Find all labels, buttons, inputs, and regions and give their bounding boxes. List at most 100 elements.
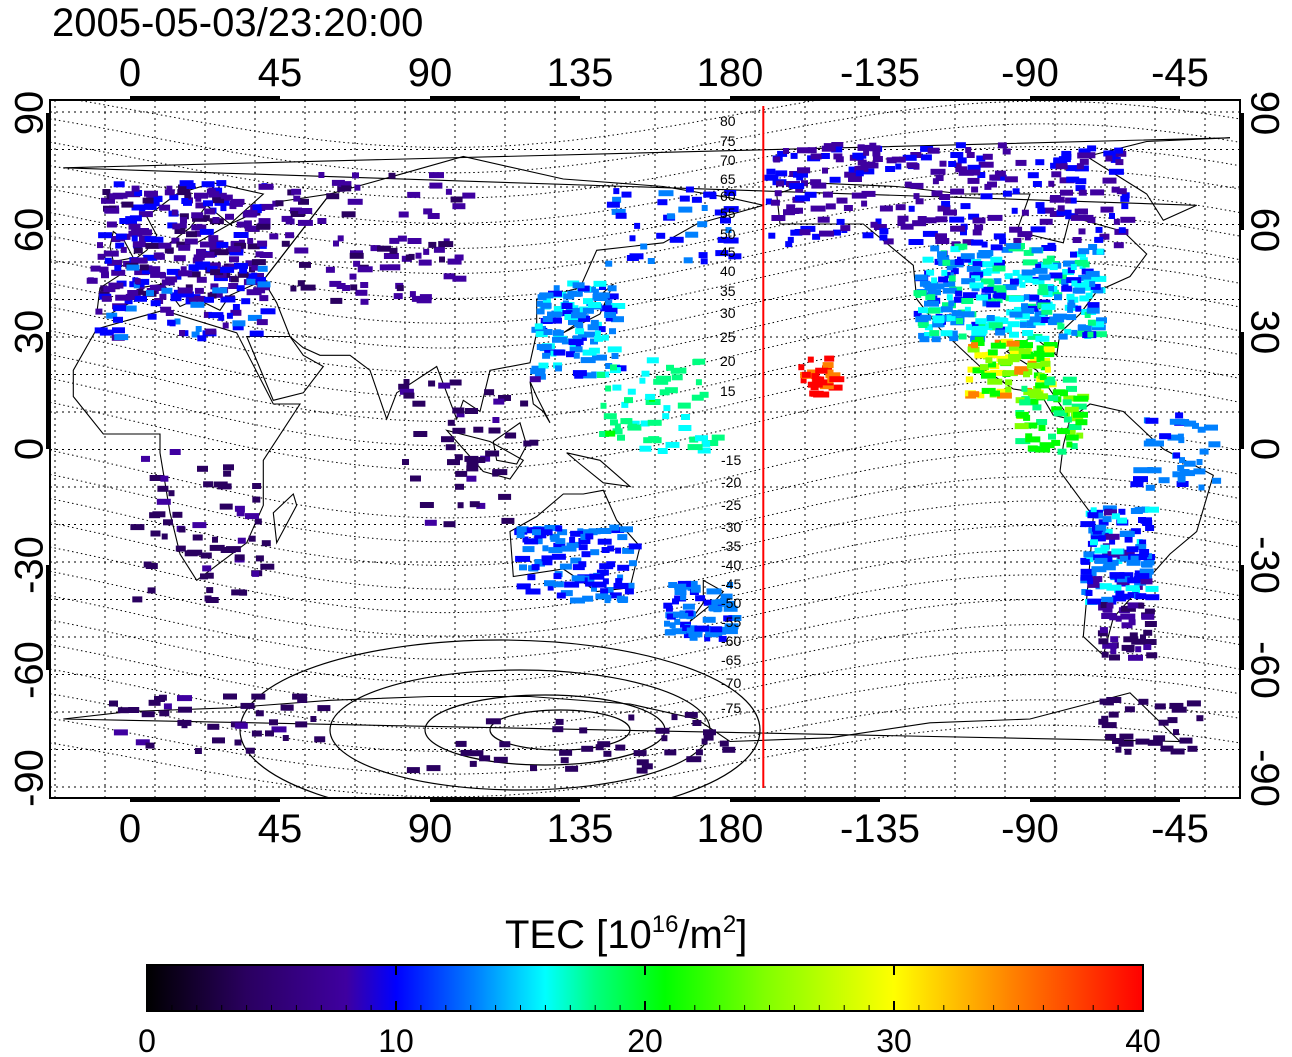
tec-cell <box>1070 264 1077 270</box>
mlat-contour <box>50 284 1240 374</box>
tec-cell <box>1005 379 1013 386</box>
tec-cell <box>1103 528 1113 535</box>
tec-cell <box>87 277 94 284</box>
tec-cell <box>569 346 583 353</box>
tec-cell <box>925 294 936 301</box>
tec-cell <box>145 242 160 249</box>
tec-cell <box>438 382 451 389</box>
tec-cell <box>163 703 172 710</box>
tec-cell <box>505 432 517 439</box>
tec-cell <box>236 510 245 517</box>
tec-cell <box>981 286 997 293</box>
tec-cell <box>290 207 302 214</box>
tec-cell <box>134 295 147 302</box>
tec-cell <box>566 542 576 549</box>
tec-cell <box>252 204 262 211</box>
tec-cell <box>330 297 343 304</box>
tec-cell <box>609 524 620 531</box>
tec-cell <box>148 699 161 706</box>
tec-cell <box>524 538 539 545</box>
tec-cell <box>613 188 620 195</box>
mlat-contour <box>73 100 822 148</box>
tec-cell <box>522 546 535 553</box>
tec-cell <box>429 182 443 189</box>
tec-cell <box>831 142 844 148</box>
tec-cell <box>1083 214 1094 221</box>
tec-cell <box>529 439 539 446</box>
tec-cell <box>680 594 687 601</box>
tec-cell <box>1128 619 1136 626</box>
tec-cell <box>293 195 301 202</box>
tec-cell <box>1172 471 1186 478</box>
tec-cell <box>103 286 116 293</box>
tec-cell <box>629 235 636 242</box>
tec-cell <box>605 260 613 267</box>
tec-cell <box>151 236 164 243</box>
tec-cell <box>973 271 984 278</box>
tec-cell <box>245 747 255 754</box>
tec-cell <box>1008 354 1022 360</box>
tec-cell <box>1067 267 1075 274</box>
tec-cell <box>685 610 694 617</box>
tec-cell <box>1141 561 1153 568</box>
tec-cell <box>997 358 1013 365</box>
tec-cell <box>879 228 889 235</box>
tec-cell <box>1051 171 1062 178</box>
tec-cell <box>1140 578 1153 585</box>
tec-cell <box>229 249 244 256</box>
tec-cell <box>271 726 287 733</box>
tec-cell <box>935 175 944 181</box>
tec-cell <box>163 519 173 526</box>
tec-cell <box>986 301 1001 308</box>
tec-cell <box>694 631 703 638</box>
tec-cell <box>674 618 681 625</box>
tec-cell <box>1078 189 1087 196</box>
tec-cell <box>1078 248 1090 255</box>
tec-cell <box>993 233 1006 240</box>
tec-cell <box>908 239 924 245</box>
tec-cell <box>370 245 381 252</box>
tec-cell <box>493 756 508 763</box>
tec-cell <box>1051 406 1063 413</box>
tec-cell <box>196 248 206 255</box>
tec-cell <box>115 294 131 301</box>
tec-cell <box>628 423 638 430</box>
tec-cell <box>1099 698 1111 705</box>
lon-tick-label: 180 <box>697 807 764 851</box>
tec-cell <box>897 220 906 226</box>
mlat-contour <box>50 427 1240 519</box>
tec-cell <box>574 372 584 379</box>
tec-cell <box>821 145 836 152</box>
tec-cell <box>191 224 207 231</box>
tec-cell <box>1074 259 1088 266</box>
tec-cell <box>967 164 981 171</box>
tec-cell <box>128 707 140 713</box>
tec-cell <box>972 325 986 332</box>
tec-cell <box>1027 333 1043 340</box>
tec-cell <box>822 362 834 369</box>
tec-cell <box>175 545 186 552</box>
tec-cell <box>141 711 155 718</box>
tec-cell <box>179 213 189 220</box>
tec-cell <box>1102 564 1116 571</box>
tec-cell <box>1002 190 1012 197</box>
tec-cell <box>1090 539 1098 546</box>
tec-cell <box>102 189 111 195</box>
tec-cell <box>552 336 567 343</box>
tec-cell <box>999 238 1007 245</box>
tec-cell <box>810 179 822 186</box>
tec-cell <box>1135 544 1147 551</box>
tec-cell <box>209 544 225 551</box>
tec-cell <box>516 526 529 533</box>
tec-cell <box>828 384 843 391</box>
colorbar: TEC [1016/m2] 0 10 20 30 40 <box>138 911 1161 1057</box>
tec-cell <box>109 193 124 200</box>
tec-cell <box>624 397 633 404</box>
tec-cell <box>949 335 959 342</box>
frame-bar-top <box>130 96 280 101</box>
tec-cell <box>174 318 181 325</box>
tec-cell <box>611 316 624 323</box>
tec-cell <box>843 205 853 211</box>
tec-cell <box>801 371 811 378</box>
tec-cell <box>179 330 185 336</box>
